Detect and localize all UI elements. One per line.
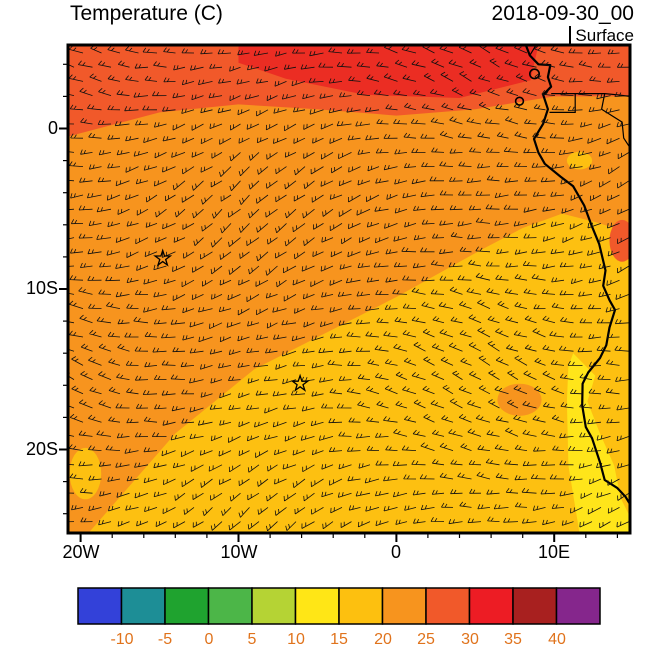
- x-tick-3: 10E: [537, 542, 571, 562]
- y-tick-1: 10S: [25, 278, 58, 298]
- plot-title: Temperature (C): [70, 2, 223, 25]
- colorbar-label-4: 10: [287, 631, 305, 648]
- colorbar-label-10: 40: [548, 631, 566, 648]
- colorbar-label-3: 5: [247, 631, 257, 648]
- colorbar-label-5: 15: [330, 631, 348, 648]
- plot-datetime: 2018-09-30_00: [491, 2, 634, 25]
- y-tick-2: 20S: [25, 439, 58, 459]
- colorbar-label-0: -10: [110, 631, 134, 648]
- x-tick-0: 20W: [62, 542, 100, 562]
- colorbar-label-9: 35: [504, 631, 522, 648]
- y-tick-0: 0: [47, 118, 58, 138]
- colorbar-label-1: -5: [157, 631, 173, 648]
- x-tick-1: 10W: [220, 542, 258, 562]
- plot-level-label: Surface: [569, 26, 634, 46]
- colorbar-label-8: 30: [461, 631, 479, 648]
- colorbar-label-6: 20: [374, 631, 392, 648]
- colorbar-label-2: 0: [204, 631, 214, 648]
- colorbar-label-7: 25: [417, 631, 435, 648]
- x-tick-2: 0: [390, 542, 402, 562]
